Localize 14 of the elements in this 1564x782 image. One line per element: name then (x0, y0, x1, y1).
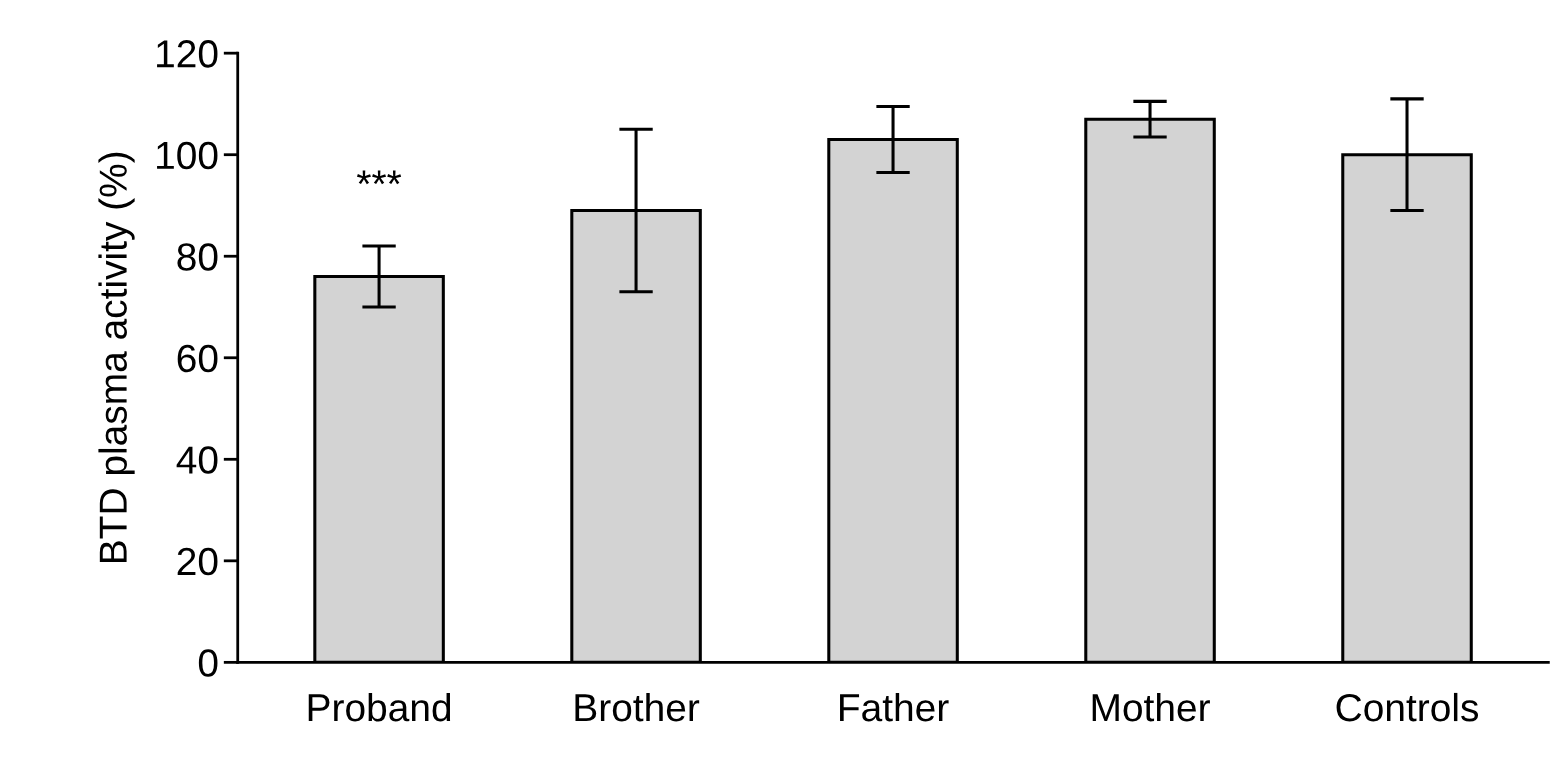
y-tick-label: 40 (176, 446, 218, 474)
annotation: *** (356, 170, 402, 185)
x-tick-label: Brother (575, 692, 700, 722)
x-tick-label: Father (840, 692, 949, 722)
x-tick-label: Controls (1336, 692, 1479, 722)
y-tick-label: 0 (198, 649, 218, 677)
y-tick-label: 60 (177, 344, 218, 373)
y-tick-label: 20 (177, 547, 218, 576)
x-tick-label: Mother (1092, 692, 1210, 722)
y-tick-label: 100 (157, 141, 218, 170)
y-tick-label: 80 (177, 243, 218, 271)
y-axis-title: BTD plasma activity (%) (98, 152, 135, 563)
x-tick-label: Proband (308, 692, 451, 722)
y-tick-label: 120 (157, 40, 218, 68)
